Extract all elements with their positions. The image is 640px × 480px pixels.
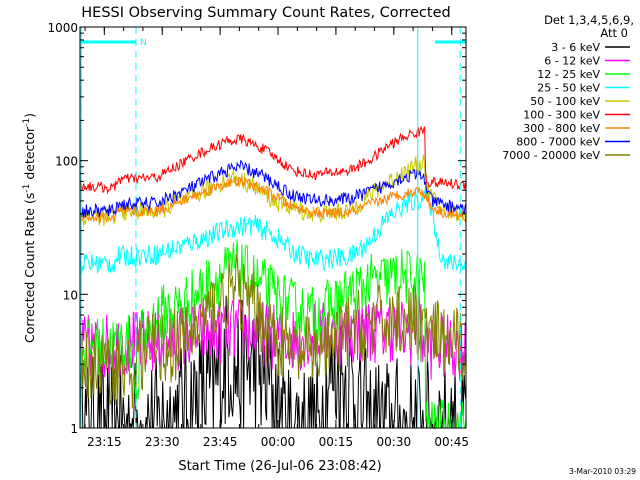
x-tick-label-2: 23:45 (203, 435, 238, 449)
x-tick-label-0: 23:15 (87, 435, 122, 449)
series-line-3 (79, 184, 467, 274)
legend-label-5: 100 - 300 keV (523, 109, 600, 122)
x-tick-label-3: 00:00 (261, 435, 296, 449)
y-axis: 1 10 100 1000 (47, 21, 466, 436)
series-line-7 (79, 159, 467, 218)
y-axis-label: Corrected Count Rate (s-1 detector-1) (22, 113, 37, 343)
series-line-8 (79, 253, 467, 409)
legend-label-1: 6 - 12 keV (544, 55, 600, 68)
legend-label-0: 3 - 6 keV (551, 41, 600, 54)
x-tick-label-5: 00:30 (377, 435, 412, 449)
series-line-4 (79, 154, 467, 227)
legend-label-3: 25 - 50 keV (537, 82, 600, 95)
y-axis-label-exponent-1: -1 (22, 184, 32, 193)
legend-header-attenuator: Att 0 (600, 26, 628, 40)
legend-label-6: 300 - 800 keV (523, 122, 600, 135)
legend-label-8: 7000 - 20000 keV (502, 149, 600, 162)
series-line-6 (79, 175, 467, 224)
y-axis-label-end: ) (22, 113, 37, 118)
legend-label-2: 12 - 25 keV (537, 68, 600, 81)
x-tick-label-6: 00:45 (434, 435, 469, 449)
y-tick-label-1: 10 (63, 288, 78, 302)
generation-date: 3-Mar-2010 03:29 (569, 467, 636, 476)
y-tick-label-0: 1 (70, 422, 78, 436)
night-flag-label: N (140, 38, 147, 48)
series-line-5 (79, 125, 467, 195)
plot-frame (79, 26, 467, 429)
y-tick-label-3: 1000 (47, 21, 78, 35)
x-tick-label-1: 23:30 (145, 435, 180, 449)
x-tick-label-4: 00:15 (319, 435, 354, 449)
y-tick-label-2: 100 (55, 155, 78, 169)
x-axis-label: Start Time (26-Jul-06 23:08:42) (178, 459, 381, 474)
chart-title: HESSI Observing Summary Count Rates, Cor… (81, 5, 450, 21)
x-axis: 23:15 23:30 23:45 00:00 00:15 00:30 00:45 (84, 27, 469, 449)
plot-area: N (79, 27, 467, 430)
y-axis-label-exponent-2: -1 (22, 118, 32, 127)
legend-label-7: 800 - 7000 keV (516, 136, 600, 149)
y-axis-label-main: Corrected Count Rate (s (22, 193, 37, 343)
legend-header-detectors: Det 1,3,4,5,6,9, (544, 13, 634, 27)
legend-label-4: 50 - 100 keV (530, 95, 600, 108)
y-axis-label-middle: detector (22, 126, 37, 184)
